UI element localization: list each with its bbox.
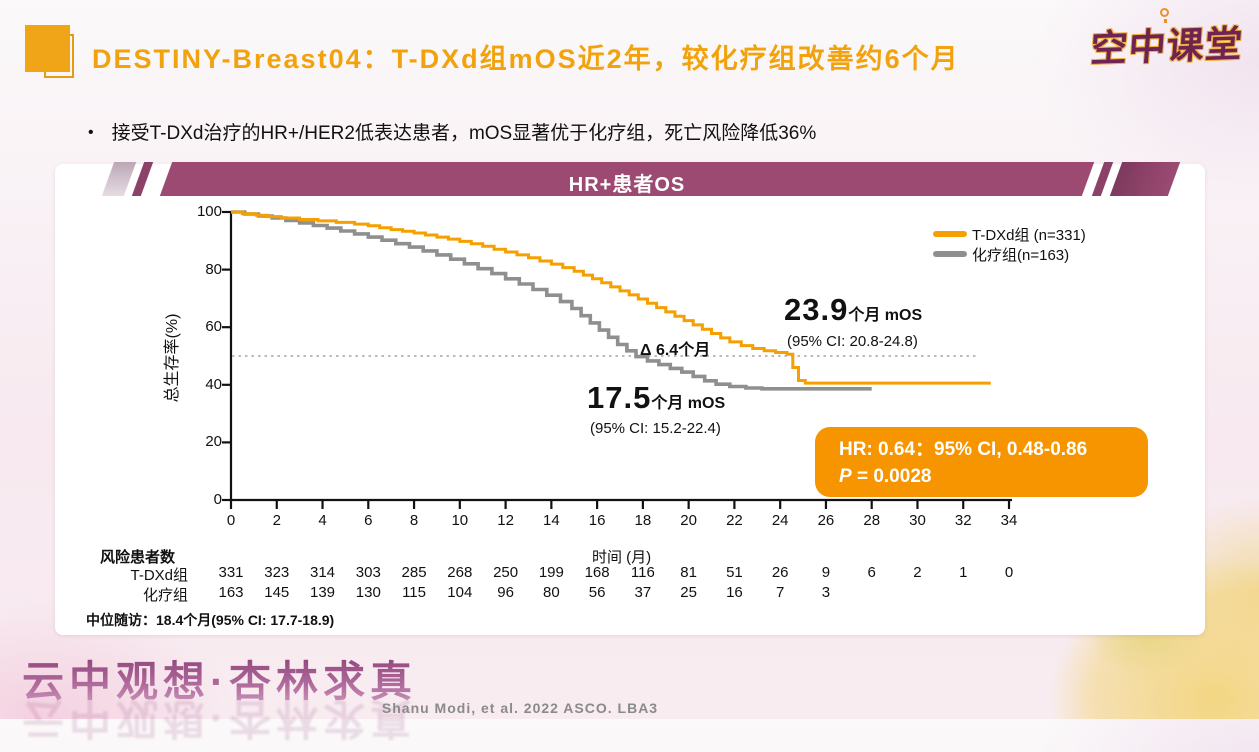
x-tick-label: 6 xyxy=(364,512,373,529)
risk-value: 303 xyxy=(355,564,381,581)
risk-value: 268 xyxy=(447,564,473,581)
risk-value: 26 xyxy=(771,564,789,581)
x-axis-title: 时间 (月) xyxy=(592,549,652,566)
median-followup-note: 中位随访：18.4个月(95% CI: 17.7-18.9) xyxy=(86,612,335,628)
x-tick-label: 24 xyxy=(771,512,789,529)
key-finding-bullet: • 接受T-DXd治疗的HR+/HER2低表达患者，mOS显著优于化疗组，死亡风险… xyxy=(88,118,816,145)
risk-value: 0 xyxy=(1004,564,1014,581)
risk-value: 130 xyxy=(355,584,381,601)
x-tick-label: 14 xyxy=(543,512,560,529)
y-tick-label: 60 xyxy=(205,318,222,336)
risk-value: 56 xyxy=(588,584,606,601)
risk-value: 6 xyxy=(867,564,876,581)
risk-value: 3 xyxy=(821,584,831,601)
x-tick-label: 34 xyxy=(1000,512,1018,529)
legend-item-tdxd: T-DXd组 (n=331) xyxy=(933,224,1086,244)
key-finding-text: 接受T-DXd治疗的HR+/HER2低表达患者，mOS显著优于化疗组，死亡风险降… xyxy=(111,123,817,144)
title-decoration-square xyxy=(25,25,70,72)
tdxd-line-swatch xyxy=(933,231,967,237)
risk-value: 1 xyxy=(959,564,968,581)
y-tick-label: 100 xyxy=(196,203,222,220)
legend: T-DXd组 (n=331) 化疗组(n=163) xyxy=(933,224,1086,264)
risk-value: 80 xyxy=(543,584,560,601)
y-tick-label: 40 xyxy=(205,375,222,393)
x-tick-label: 18 xyxy=(634,512,652,529)
x-tick-label: 0 xyxy=(226,512,236,529)
watermark-slogan: 云中观想·杏林求真 xyxy=(22,648,417,709)
bullet-icon: • xyxy=(88,124,94,141)
brand-logo: 空中课堂 xyxy=(1089,23,1245,70)
y-tick-label: 80 xyxy=(205,260,222,278)
risk-value: 104 xyxy=(447,584,473,601)
risk-table-header: 风险患者数 xyxy=(100,549,176,566)
risk-value: 96 xyxy=(497,584,514,601)
risk-value: 323 xyxy=(264,564,290,581)
risk-value: 314 xyxy=(310,564,336,581)
page-title: DESTINY-Breast04：T-DXd组mOS近2年，较化疗组改善约6个月 xyxy=(92,44,960,74)
risk-value: 2 xyxy=(913,564,922,581)
citation: Shanu Modi, et al. 2022 ASCO. LBA3 xyxy=(381,700,659,716)
risk-value: 199 xyxy=(538,564,564,581)
legend-label-tdxd: T-DXd组 (n=331) xyxy=(972,226,1086,244)
x-tick-label: 32 xyxy=(954,512,972,529)
risk-value: 16 xyxy=(726,584,743,601)
risk-value: 81 xyxy=(680,564,697,581)
tdxd-median-os-ci: (95% CI: 20.8-24.8) xyxy=(787,333,918,350)
risk-value: 163 xyxy=(218,584,244,601)
y-tick-label: 20 xyxy=(205,433,222,451)
risk-value: 139 xyxy=(310,584,336,601)
balloon-icon xyxy=(1160,8,1169,23)
delta-months-annotation: Δ 6.4个月 xyxy=(640,342,711,359)
risk-value: 51 xyxy=(726,564,743,581)
tdxd-median-os-annotation: 23.9个月 mOS xyxy=(784,292,923,327)
x-tick-label: 8 xyxy=(409,512,419,529)
chemo-median-os-ci: (95% CI: 15.2-22.4) xyxy=(590,420,721,437)
risk-value: 145 xyxy=(264,584,290,601)
risk-value: 9 xyxy=(821,564,831,581)
risk-value: 168 xyxy=(584,564,610,581)
x-tick-label: 4 xyxy=(318,512,327,529)
y-axis-title: 总生存率(%) xyxy=(164,313,181,403)
y-tick-label: 0 xyxy=(213,491,222,508)
risk-row-label: 化疗组 xyxy=(142,587,188,604)
x-tick-label: 16 xyxy=(588,512,606,529)
hazard-ratio-box: HR: 0.64：95% CI, 0.48-0.86 P = 0.0028 xyxy=(815,427,1148,497)
risk-value: 37 xyxy=(634,584,652,601)
banner-wedge-right xyxy=(1109,162,1181,196)
x-tick-label: 10 xyxy=(451,512,469,529)
x-tick-label: 20 xyxy=(680,512,697,529)
x-tick-label: 26 xyxy=(817,512,835,529)
x-tick-label: 12 xyxy=(497,512,514,529)
p-value-line: P = 0.0028 xyxy=(839,466,932,487)
x-tick-label: 30 xyxy=(909,512,926,529)
hr-ci-line: HR: 0.64：95% CI, 0.48-0.86 xyxy=(839,439,1088,460)
x-tick-label: 22 xyxy=(726,512,743,529)
chemo-line-swatch xyxy=(933,251,967,257)
chemo-median-os-annotation: 17.5个月 mOS xyxy=(587,380,726,415)
risk-value: 115 xyxy=(402,584,426,601)
x-tick-label: 2 xyxy=(272,512,281,529)
legend-label-chemo: 化疗组(n=163) xyxy=(972,246,1070,264)
risk-value: 331 xyxy=(218,564,244,581)
x-tick-label: 28 xyxy=(863,512,881,529)
risk-row-label: T-DXd组 xyxy=(130,567,188,584)
risk-value: 250 xyxy=(493,564,519,581)
risk-value: 25 xyxy=(680,584,697,601)
risk-value: 116 xyxy=(630,564,655,581)
chart-banner-title: HR+患者OS xyxy=(568,174,686,196)
risk-value: 285 xyxy=(401,564,427,581)
risk-value: 7 xyxy=(776,584,785,601)
legend-item-chemo: 化疗组(n=163) xyxy=(933,244,1086,264)
